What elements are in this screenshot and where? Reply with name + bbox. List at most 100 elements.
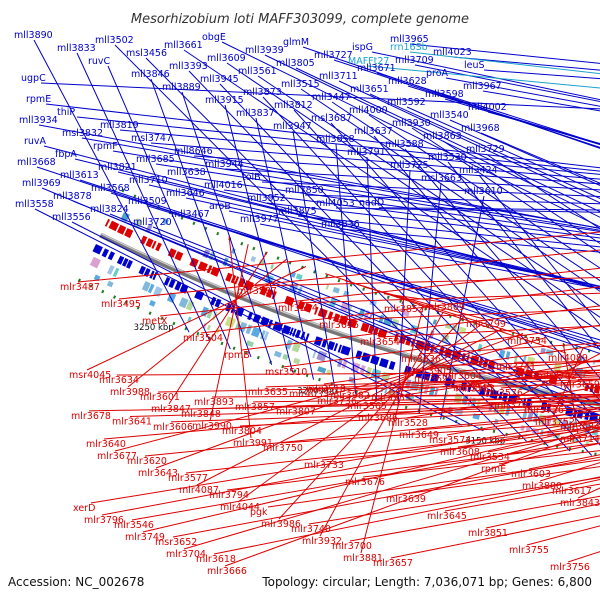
gene-label: mlr3643 bbox=[138, 468, 178, 479]
genome-summary-text: Topology: circular; Length: 7,036,071 bp… bbox=[261, 575, 592, 589]
gene-label: mlr3809 bbox=[425, 302, 465, 313]
leader-line bbox=[155, 333, 524, 469]
gene-label: mlr3796 bbox=[84, 515, 124, 526]
plus-strand-gene bbox=[361, 352, 371, 363]
leader-line bbox=[112, 150, 600, 231]
gene-label: mll3952 bbox=[247, 193, 286, 204]
leader-line bbox=[444, 483, 600, 512]
leader-line bbox=[442, 140, 600, 245]
leader-line bbox=[308, 477, 600, 525]
plus-strand-class-block bbox=[384, 388, 388, 394]
gene-label: mll3944 bbox=[205, 159, 244, 170]
plus-strand-cog-block bbox=[545, 415, 552, 426]
gene-label: mll3709 bbox=[395, 55, 434, 66]
leader-line bbox=[239, 408, 600, 427]
gene-label: mlr3847 bbox=[151, 404, 191, 415]
gene-label: mll3836 bbox=[321, 219, 360, 230]
leader-line bbox=[300, 88, 600, 292]
gene-label: mlr3807 bbox=[276, 407, 316, 418]
gene-label: mlr4044 bbox=[220, 502, 260, 513]
leader-line bbox=[478, 174, 600, 326]
gene-label: mlr3654 bbox=[360, 337, 400, 348]
map-title: Mesorhizobium loti MAFF303099, complete … bbox=[131, 12, 469, 27]
minus-strand-cog-block bbox=[156, 228, 162, 237]
gene-label: proA bbox=[426, 68, 449, 79]
gene-label: rpmB bbox=[224, 350, 250, 361]
leader-line bbox=[321, 435, 600, 461]
gene-label: mll3824 bbox=[90, 204, 129, 215]
gene-label: mll3729 bbox=[466, 144, 505, 155]
plus-strand-cog-block bbox=[89, 256, 101, 269]
plus-strand-cog-block bbox=[166, 292, 177, 303]
minus-strand-class-block bbox=[162, 218, 169, 225]
leader-line bbox=[403, 466, 600, 495]
gene-label: mll4023 bbox=[433, 47, 472, 58]
gene-label: mll3609 bbox=[207, 53, 246, 64]
leader-line bbox=[336, 308, 600, 321]
plus-strand-cog-block bbox=[263, 331, 269, 341]
leader-line bbox=[45, 103, 600, 169]
plus-strand-cog-block bbox=[527, 411, 534, 422]
gene-label: mll3969 bbox=[22, 178, 61, 189]
minus-strand-gene bbox=[225, 272, 233, 282]
leader-line bbox=[429, 360, 600, 367]
leader-line bbox=[369, 93, 600, 199]
leader-line bbox=[76, 116, 600, 172]
gene-label: mlr3991 bbox=[233, 438, 273, 449]
gene-label: mlr3741 bbox=[496, 362, 536, 373]
leader-line bbox=[74, 158, 600, 289]
minus-strand-cog-block bbox=[505, 351, 511, 360]
minus-strand-gene bbox=[104, 218, 110, 227]
gene-label: mlr3752 bbox=[535, 417, 575, 428]
gene-label: mll3467 bbox=[171, 209, 210, 220]
gene-label: msl3456 bbox=[126, 48, 167, 59]
gene-label: ruvA bbox=[24, 136, 47, 147]
plus-strand-gene bbox=[327, 340, 336, 351]
leader-line bbox=[148, 184, 600, 288]
gene-label: mlr3851 bbox=[468, 528, 508, 539]
plus-strand-class-block bbox=[245, 340, 254, 348]
gene-label: mlr3740 bbox=[291, 524, 331, 535]
gene-label: mlr3518 bbox=[306, 384, 346, 395]
plus-strand-gene bbox=[479, 386, 487, 396]
leader-line bbox=[114, 44, 506, 437]
plus-strand-gene bbox=[584, 411, 590, 420]
leader-line bbox=[193, 155, 600, 185]
gene-label: mll3613 bbox=[60, 170, 99, 181]
gene-label: mll3977 bbox=[240, 214, 279, 225]
label-leader-lines bbox=[33, 39, 600, 567]
minus-strand-class-block bbox=[401, 309, 410, 317]
gene-label: mlr3645 bbox=[427, 511, 467, 522]
plus-strand-gene bbox=[179, 283, 189, 294]
plus-strand-cog-block bbox=[245, 324, 253, 335]
gene-label: mll3540 bbox=[430, 110, 469, 121]
plus-strand-gene bbox=[121, 258, 129, 267]
minus-strand-gene bbox=[271, 291, 277, 300]
gene-label: ispG bbox=[352, 42, 373, 53]
gene-label: mlr3988 bbox=[110, 387, 150, 398]
gene-label: mll3878 bbox=[53, 191, 92, 202]
gene-label: mlr3986 bbox=[261, 519, 301, 530]
minus-strand-class-block bbox=[332, 286, 340, 294]
leader-line bbox=[145, 57, 527, 442]
plus-strand-gene bbox=[168, 279, 176, 289]
gene-label: mll3556 bbox=[52, 212, 91, 223]
gene-label: mll3685 bbox=[136, 154, 175, 165]
leader-line bbox=[368, 114, 600, 269]
gene-label: mll3725 bbox=[390, 160, 429, 171]
leader-line bbox=[254, 276, 600, 287]
leader-line bbox=[447, 161, 600, 351]
gene-label: msr4045 bbox=[69, 370, 111, 381]
gene-label: mll3967 bbox=[463, 81, 502, 92]
gene-label: mlr3696 bbox=[319, 320, 359, 331]
rrna-label: MAFFt27 bbox=[348, 56, 389, 67]
scale-tick-labels: 2650 kbp2700 kbp2750 kbp2800 kbp2850 kbp… bbox=[134, 323, 506, 447]
gene-label: mll3727 bbox=[314, 50, 353, 61]
gene-label: mlr3804 bbox=[222, 426, 262, 437]
plus-strand-cog-block bbox=[337, 357, 344, 368]
minus-strand-gene bbox=[124, 228, 134, 239]
plus-strand-class-block bbox=[317, 366, 327, 374]
plus-strand-gene bbox=[388, 361, 396, 370]
leader-line bbox=[190, 218, 600, 341]
